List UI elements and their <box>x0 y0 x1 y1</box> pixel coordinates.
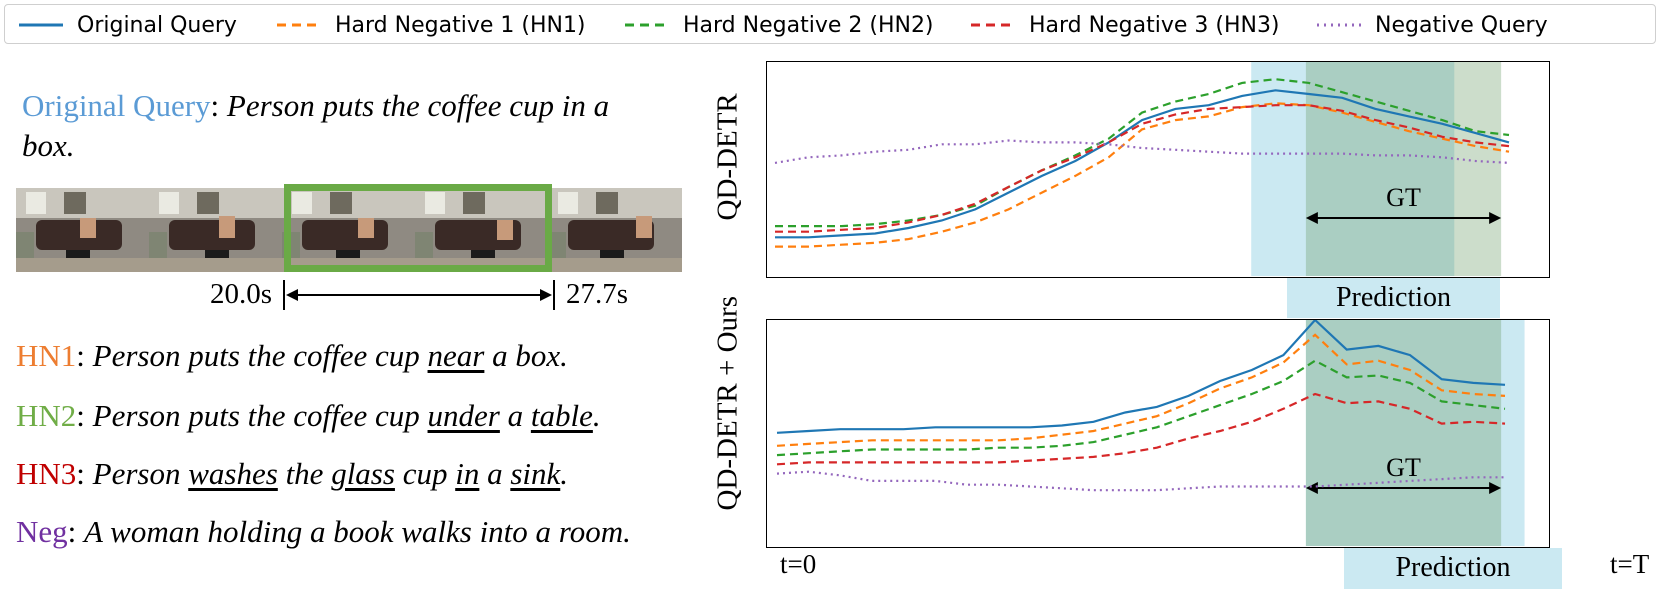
hn3-caption: HN3: Person washes the glass cup in a si… <box>16 456 569 491</box>
legend-item-hn1: Hard Negative 1 (HN1) <box>277 5 586 45</box>
legend-item-hn2: Hard Negative 2 (HN2) <box>625 5 934 45</box>
bottom-series-1 <box>776 333 1506 447</box>
time-start-label: 20.0s <box>210 278 273 310</box>
hn3-underline-1: washes <box>188 456 278 491</box>
original-query-text: Person puts the coffee cup in a <box>226 88 610 123</box>
legend-label-original: Original Query <box>77 12 237 38</box>
neg-text: A woman holding a book walks into a room… <box>84 514 631 549</box>
top-plot: GT <box>766 61 1550 278</box>
axis-end-label: t=T <box>1610 549 1650 579</box>
top-plot-ylabel: QD-DETR <box>711 93 744 221</box>
top-series-3 <box>775 104 1510 233</box>
original-query-caption: Original Query: Person puts the coffee c… <box>22 88 610 123</box>
bottom-series-0 <box>776 320 1506 434</box>
original-query-caption-line2: box. <box>22 128 75 164</box>
video-frames <box>16 188 694 272</box>
legend-label-hn1: Hard Negative 1 (HN1) <box>335 12 586 38</box>
top-gt-arrow-right <box>1489 212 1502 224</box>
neg-caption: Neg: A woman holding a book walks into a… <box>16 514 631 549</box>
top-gt-arrow-left <box>1305 212 1318 224</box>
time-end-label: 27.7s <box>566 278 629 310</box>
hn1-text-2: a box. <box>484 338 568 373</box>
time-span-arrow <box>283 280 555 310</box>
video-frame-4 <box>415 188 549 272</box>
top-gt-label: GT <box>1386 183 1421 212</box>
hn2-text-1: Person puts the coffee cup <box>92 398 428 433</box>
hn1-tag: HN1 <box>16 338 77 373</box>
bottom-gt-arrow-right <box>1489 482 1502 494</box>
hn3-tag: HN3 <box>16 456 77 491</box>
hn3-text-1: Person <box>92 456 189 491</box>
legend-label-negative: Negative Query <box>1375 12 1548 38</box>
top-prediction-band <box>1251 62 1455 276</box>
hn3-text-5: . <box>560 456 569 491</box>
ground-truth-frame-box <box>284 184 552 272</box>
top-series-4 <box>774 139 1510 164</box>
top-plot-canvas: GT <box>774 62 1510 276</box>
bottom-prediction-band <box>1305 320 1525 546</box>
bottom-plot-ylabel: QD-DETR + Ours <box>711 296 744 511</box>
axis-start-label: t=0 <box>780 549 817 579</box>
hn3-text-3: cup <box>394 456 456 491</box>
video-frame-2 <box>149 188 283 272</box>
top-series-2 <box>775 78 1510 228</box>
legend-label-hn3: Hard Negative 3 (HN3) <box>1029 12 1280 38</box>
bottom-prediction-label: Prediction <box>1344 548 1562 589</box>
top-series-1 <box>775 102 1510 248</box>
hn3-text-4: a <box>479 456 511 491</box>
hn1-underline-1: near <box>427 338 485 373</box>
legend-swatch-negative <box>1317 23 1361 27</box>
bottom-gt-label: GT <box>1386 453 1421 482</box>
bottom-series-2 <box>776 359 1506 457</box>
bottom-plot-canvas: GT <box>776 320 1525 546</box>
neg-tag: Neg <box>16 514 68 549</box>
hn2-tag: HN2 <box>16 398 77 433</box>
video-frame-5 <box>548 188 682 272</box>
legend-swatch-hn2 <box>625 23 669 27</box>
original-query-text-2: box. <box>22 128 75 163</box>
hn3-underline-4: sink <box>510 456 561 491</box>
video-frame-1 <box>16 188 150 272</box>
hn2-text-3: . <box>592 398 601 433</box>
top-prediction-label: Prediction <box>1287 278 1500 318</box>
hn1-caption: HN1: Person puts the coffee cup near a b… <box>16 338 568 373</box>
top-gt-band <box>1305 62 1502 276</box>
hn3-text-2: the <box>277 456 332 491</box>
hn2-text-2: a <box>499 398 531 433</box>
hn2-underline-2: table <box>530 398 593 433</box>
legend-item-original: Original Query <box>19 5 237 45</box>
video-frame-3 <box>282 188 416 272</box>
legend-swatch-original <box>19 23 63 27</box>
hn3-underline-2: glass <box>331 456 395 491</box>
hn3-underline-3: in <box>455 456 480 491</box>
legend: Original Query Hard Negative 1 (HN1) Har… <box>4 4 1656 44</box>
bottom-series-3 <box>776 392 1506 466</box>
legend-label-hn2: Hard Negative 2 (HN2) <box>683 12 934 38</box>
legend-item-hn3: Hard Negative 3 (HN3) <box>971 5 1280 45</box>
legend-swatch-hn1 <box>277 23 321 27</box>
hn2-caption: HN2: Person puts the coffee cup under a … <box>16 398 601 433</box>
hn2-underline-1: under <box>427 398 500 433</box>
bottom-gt-band <box>1305 320 1502 546</box>
bottom-plot: GT <box>766 319 1550 548</box>
original-query-tag: Original Query <box>22 88 211 123</box>
top-series-0 <box>775 89 1510 239</box>
legend-item-negative: Negative Query <box>1317 5 1548 45</box>
legend-swatch-hn3 <box>971 23 1015 27</box>
bottom-gt-arrow-left <box>1305 482 1318 494</box>
hn1-text-1: Person puts the coffee cup <box>92 338 428 373</box>
